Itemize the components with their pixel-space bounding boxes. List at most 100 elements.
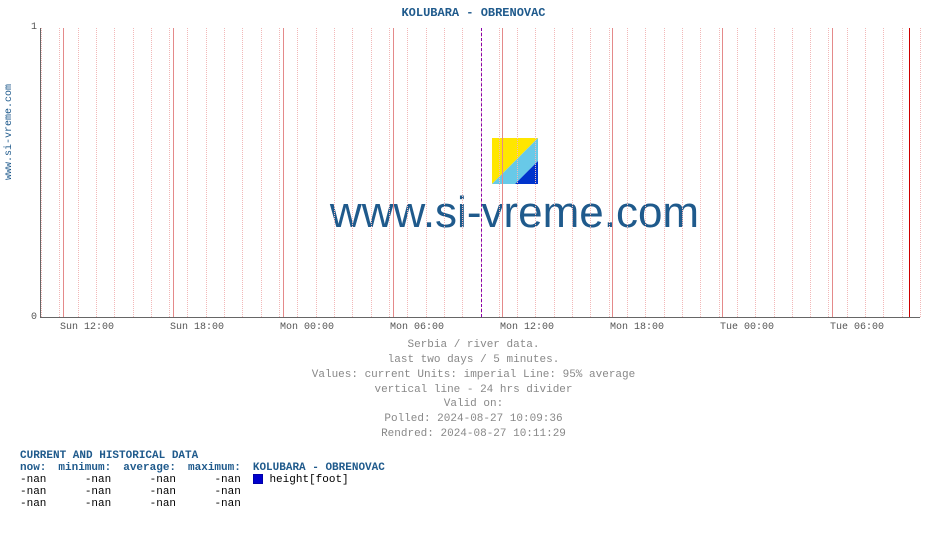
grid-minor bbox=[664, 28, 665, 317]
grid-minor bbox=[719, 28, 720, 317]
grid-minor bbox=[59, 28, 60, 317]
grid-minor bbox=[371, 28, 372, 317]
grid-minor bbox=[645, 28, 646, 317]
table-cell: -nan bbox=[58, 486, 123, 498]
grid-major bbox=[832, 28, 833, 317]
meta-line: vertical line - 24 hrs divider bbox=[0, 383, 947, 398]
grid-minor bbox=[572, 28, 573, 317]
grid-minor bbox=[316, 28, 317, 317]
grid-minor bbox=[755, 28, 756, 317]
meta-line: Polled: 2024-08-27 10:09:36 bbox=[0, 412, 947, 427]
grid-minor bbox=[352, 28, 353, 317]
meta-line: last two days / 5 minutes. bbox=[0, 353, 947, 368]
grid-minor bbox=[920, 28, 921, 317]
grid-minor bbox=[297, 28, 298, 317]
grid-minor bbox=[169, 28, 170, 317]
x-tick-label: Mon 12:00 bbox=[500, 322, 554, 333]
table-cell: -nan bbox=[20, 486, 58, 498]
grid-minor bbox=[133, 28, 134, 317]
divider-line bbox=[481, 28, 482, 317]
table-cell: -nan bbox=[20, 498, 58, 510]
grid-minor bbox=[261, 28, 262, 317]
table-cell: -nan bbox=[123, 498, 188, 510]
grid-major bbox=[502, 28, 503, 317]
table-cell: -nan bbox=[123, 474, 188, 486]
table-cell: -nan bbox=[20, 474, 58, 486]
grid-minor bbox=[151, 28, 152, 317]
data-table-body: now:minimum:average:maximum: KOLUBARA - … bbox=[20, 462, 397, 510]
x-tick-label: Mon 18:00 bbox=[610, 322, 664, 333]
grid-minor bbox=[902, 28, 903, 317]
y-axis-source-label: www.si-vreme.com bbox=[4, 84, 15, 180]
table-column-header: maximum: bbox=[188, 462, 253, 474]
table-cell: -nan bbox=[188, 498, 253, 510]
y-tick-label: 1 bbox=[7, 22, 37, 33]
grid-minor bbox=[114, 28, 115, 317]
grid-minor bbox=[682, 28, 683, 317]
table-series-cell bbox=[253, 498, 397, 510]
grid-minor bbox=[609, 28, 610, 317]
grid-minor bbox=[499, 28, 500, 317]
grid-minor bbox=[590, 28, 591, 317]
grid-major bbox=[173, 28, 174, 317]
plot-area: www.si-vreme.com bbox=[40, 28, 920, 318]
x-tick-label: Tue 06:00 bbox=[830, 322, 884, 333]
grid-minor bbox=[206, 28, 207, 317]
chart-title: KOLUBARA - OBRENOVAC bbox=[0, 6, 947, 20]
grid-minor bbox=[828, 28, 829, 317]
x-tick-label: Sun 18:00 bbox=[170, 322, 224, 333]
grid-major bbox=[612, 28, 613, 317]
chart-container: www.si-vreme.com KOLUBARA - OBRENOVAC ww… bbox=[0, 0, 947, 536]
grid-minor bbox=[554, 28, 555, 317]
grid-major bbox=[722, 28, 723, 317]
grid-minor bbox=[517, 28, 518, 317]
grid-minor bbox=[627, 28, 628, 317]
x-tick-label: Mon 00:00 bbox=[280, 322, 334, 333]
table-column-header: minimum: bbox=[58, 462, 123, 474]
meta-line: Serbia / river data. bbox=[0, 338, 947, 353]
grid-minor bbox=[883, 28, 884, 317]
x-tick-label: Tue 00:00 bbox=[720, 322, 774, 333]
legend-swatch bbox=[253, 474, 263, 484]
meta-line: Valid on: bbox=[0, 397, 947, 412]
table-column-header: average: bbox=[123, 462, 188, 474]
table-series-cell bbox=[253, 486, 397, 498]
x-tick-label: Sun 12:00 bbox=[60, 322, 114, 333]
table-cell: -nan bbox=[123, 486, 188, 498]
x-tick-label: Mon 06:00 bbox=[390, 322, 444, 333]
now-line bbox=[909, 28, 910, 317]
meta-line: Values: current Units: imperial Line: 95… bbox=[0, 368, 947, 383]
grid-major bbox=[283, 28, 284, 317]
grid-minor bbox=[792, 28, 793, 317]
table-cell: -nan bbox=[188, 474, 253, 486]
grid-minor bbox=[78, 28, 79, 317]
grid-minor bbox=[810, 28, 811, 317]
grid-minor bbox=[242, 28, 243, 317]
y-tick-label: 0 bbox=[7, 312, 37, 323]
table-cell: -nan bbox=[188, 486, 253, 498]
grid-minor bbox=[847, 28, 848, 317]
table-column-header: now: bbox=[20, 462, 58, 474]
grid-minor bbox=[535, 28, 536, 317]
table-cell: -nan bbox=[58, 498, 123, 510]
grid-major bbox=[393, 28, 394, 317]
grid-minor bbox=[96, 28, 97, 317]
grid-minor bbox=[279, 28, 280, 317]
grid-minor bbox=[737, 28, 738, 317]
grid-minor bbox=[865, 28, 866, 317]
table-cell: -nan bbox=[58, 474, 123, 486]
data-table: CURRENT AND HISTORICAL DATA now:minimum:… bbox=[20, 450, 397, 510]
grid-minor bbox=[407, 28, 408, 317]
grid-minor bbox=[700, 28, 701, 317]
table-series-cell: height[foot] bbox=[253, 474, 397, 486]
grid-minor bbox=[444, 28, 445, 317]
grid-minor bbox=[389, 28, 390, 317]
grid-minor bbox=[462, 28, 463, 317]
meta-line: Rendred: 2024-08-27 10:11:29 bbox=[0, 427, 947, 442]
table-series-header: KOLUBARA - OBRENOVAC bbox=[253, 462, 397, 474]
grid-minor bbox=[426, 28, 427, 317]
grid-minor bbox=[774, 28, 775, 317]
grid-major bbox=[63, 28, 64, 317]
grid-minor bbox=[187, 28, 188, 317]
data-table-header: CURRENT AND HISTORICAL DATA bbox=[20, 450, 397, 462]
